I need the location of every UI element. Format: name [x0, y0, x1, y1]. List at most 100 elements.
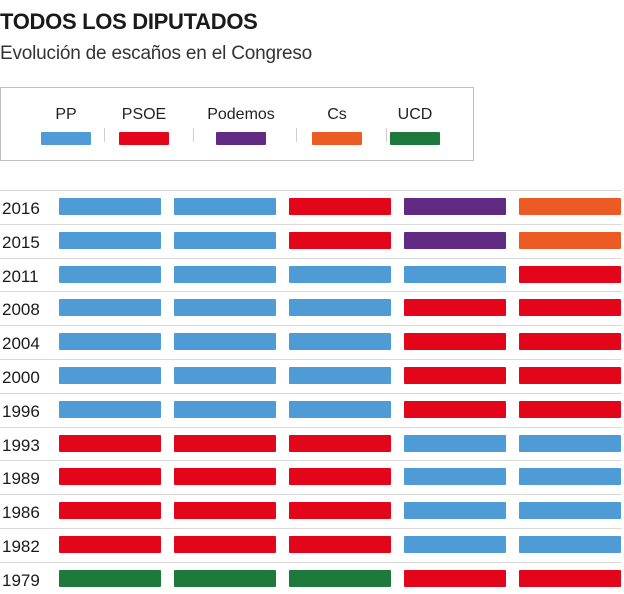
legend-swatch [390, 132, 440, 145]
row-divider [0, 426, 622, 428]
chart-title: TODOS LOS DIPUTADOS [0, 9, 258, 34]
row-divider [0, 325, 622, 327]
seat-block-pp [519, 434, 621, 452]
seat-block-pp [174, 265, 276, 283]
legend-divider [104, 128, 105, 142]
seat-block-psoe [404, 367, 506, 384]
seat-block-psoe [404, 299, 506, 317]
seat-block-ucd [59, 569, 161, 587]
year-label: 1979 [2, 570, 40, 590]
year-label: 1986 [2, 503, 40, 523]
seat-block-pp [59, 265, 161, 283]
seat-block-pp [289, 367, 391, 384]
year-label: 2008 [2, 300, 40, 320]
seat-block-pp [174, 198, 276, 215]
row-divider [0, 257, 622, 259]
row-divider [0, 223, 622, 225]
seat-block-psoe [289, 468, 391, 486]
legend-label: UCD [397, 106, 433, 123]
seat-block-pp [174, 299, 276, 317]
row-divider [0, 392, 622, 394]
seat-block-cs [519, 231, 621, 249]
seat-block-pp [59, 299, 161, 317]
seat-block-pp [519, 502, 621, 520]
seat-block-podemos [404, 231, 506, 249]
legend-swatch [312, 132, 362, 145]
legend-swatch [216, 132, 266, 145]
seat-block-psoe [519, 333, 621, 351]
seat-block-psoe [519, 400, 621, 418]
legend-label: PP [55, 106, 77, 123]
legend-item-pp: PP [21, 88, 111, 162]
seat-block-pp [404, 536, 506, 553]
year-label: 2004 [2, 334, 40, 354]
legend-item-podemos: Podemos [196, 88, 286, 162]
legend-divider [296, 128, 297, 142]
seat-block-psoe [404, 400, 506, 418]
year-label: 1993 [2, 435, 40, 455]
legend-label: Cs [327, 106, 347, 123]
seat-block-podemos [404, 198, 506, 215]
row-divider [0, 291, 622, 293]
legend: PP PSOE Podemos Cs UCD [0, 87, 474, 161]
legend-item-cs: Cs [292, 88, 382, 162]
legend-swatch [119, 132, 169, 145]
seat-block-pp [289, 299, 391, 317]
year-label: 1989 [2, 469, 40, 489]
row-divider [0, 359, 622, 360]
seat-block-pp [289, 333, 391, 351]
row-divider [0, 460, 622, 462]
seat-block-ucd [289, 569, 391, 587]
seat-block-pp [59, 198, 161, 215]
seat-block-pp [519, 536, 621, 553]
seat-block-psoe [289, 502, 391, 520]
seat-block-psoe [289, 434, 391, 452]
seat-block-ucd [174, 569, 276, 587]
year-label: 1982 [2, 537, 40, 556]
legend-divider [193, 128, 194, 142]
seat-block-psoe [519, 569, 621, 587]
seat-block-psoe [519, 367, 621, 384]
legend-swatch [41, 132, 91, 145]
seat-block-pp [59, 231, 161, 249]
seat-block-psoe [59, 468, 161, 486]
legend-item-ucd: UCD [370, 88, 460, 162]
seat-block-pp [59, 367, 161, 384]
seat-block-psoe [174, 434, 276, 452]
legend-label: Podemos [207, 106, 275, 123]
year-label: 1996 [2, 401, 40, 421]
seat-block-pp [174, 367, 276, 384]
row-divider [0, 561, 622, 563]
seat-block-psoe [59, 434, 161, 452]
year-label: 2016 [2, 199, 40, 218]
seat-block-pp [404, 434, 506, 452]
year-label: 2000 [2, 368, 40, 387]
seat-block-pp [174, 400, 276, 418]
legend-label: PSOE [121, 106, 167, 123]
year-label: 2011 [2, 266, 39, 286]
row-divider [0, 528, 622, 529]
seat-block-pp [404, 265, 506, 283]
legend-item-psoe: PSOE [99, 88, 189, 162]
seat-block-pp [404, 502, 506, 520]
seat-block-psoe [519, 299, 621, 317]
seat-block-psoe [289, 198, 391, 215]
seat-block-pp [289, 400, 391, 418]
row-divider [0, 190, 622, 191]
seat-block-psoe [174, 502, 276, 520]
year-label: 2015 [2, 232, 40, 252]
seat-block-pp [404, 468, 506, 486]
seat-block-psoe [289, 536, 391, 553]
seat-block-pp [174, 333, 276, 351]
seat-block-psoe [59, 502, 161, 520]
seat-block-pp [289, 265, 391, 283]
seat-block-psoe [174, 468, 276, 486]
seat-block-psoe [519, 265, 621, 283]
seat-block-psoe [289, 231, 391, 249]
seat-block-pp [519, 468, 621, 486]
seat-block-pp [59, 400, 161, 418]
seat-block-psoe [174, 536, 276, 553]
seat-block-psoe [404, 333, 506, 351]
seat-block-pp [174, 231, 276, 249]
